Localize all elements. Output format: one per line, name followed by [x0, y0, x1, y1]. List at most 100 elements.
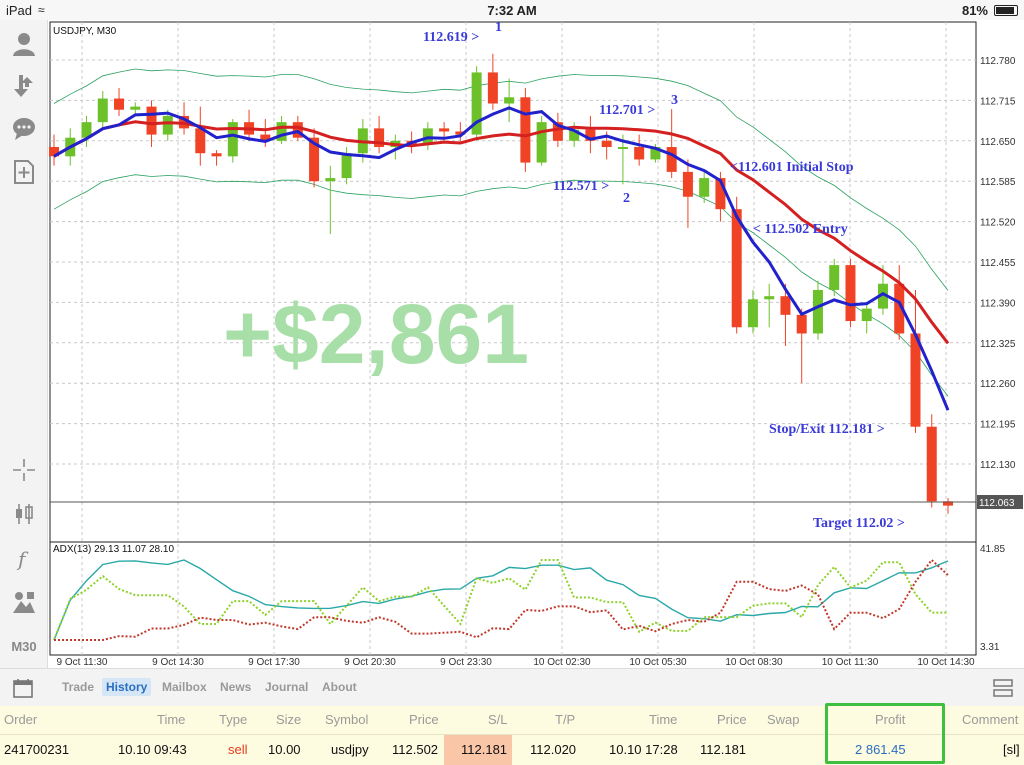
current-price-label: 112.063 [979, 498, 1015, 509]
candle [211, 150, 222, 166]
candle-body [780, 296, 791, 315]
candle [520, 87, 531, 172]
candle [666, 109, 677, 179]
candle [731, 196, 742, 334]
header-symbol[interactable]: Symbol [325, 712, 369, 727]
battery-icon [994, 5, 1018, 16]
objects-icon[interactable] [8, 586, 40, 618]
candle [812, 280, 823, 340]
header-time[interactable]: Time [157, 712, 186, 727]
candle-body [504, 97, 515, 104]
initial-stop-annotation: <112.601 Initial Stop [730, 160, 854, 175]
quotes-icon[interactable] [8, 70, 40, 102]
price-tick-label: 112.780 [980, 56, 1016, 67]
candle [487, 53, 498, 110]
clock: 7:32 AM [487, 3, 537, 18]
annotation-number-2: 2 [623, 191, 630, 206]
price-tick-label: 112.390 [980, 298, 1016, 309]
header-tp[interactable]: T/P [555, 712, 576, 727]
candle [276, 115, 287, 144]
tab-history[interactable]: History [102, 678, 152, 696]
chart-area[interactable]: +$2,861 112.063 USDJPY, M30 ADX(13) 29.1… [48, 20, 1024, 668]
tab-news[interactable]: News [220, 680, 252, 694]
candle [325, 165, 336, 235]
symbol-label: USDJPY, M30 [53, 26, 117, 37]
candle-body [211, 153, 222, 157]
candle-body [617, 147, 628, 150]
price-tick-label: 112.520 [980, 218, 1016, 229]
header-size[interactable]: Size [276, 712, 302, 727]
cell-size: 10.00 [268, 742, 301, 757]
price-tick-label: 112.650 [980, 137, 1016, 148]
tab-about[interactable]: About [322, 680, 357, 694]
header-order[interactable]: Order [4, 712, 38, 727]
crosshair-icon[interactable] [8, 454, 40, 486]
annotation-112619: 112.619 > [423, 30, 479, 45]
price-chart[interactable]: +$2,861 112.063 USDJPY, M30 ADX(13) 29.1… [48, 20, 1024, 668]
header-swap[interactable]: Swap [767, 712, 800, 727]
candle-body [292, 122, 303, 138]
cell-comment: [sl] [1003, 742, 1020, 757]
candle [747, 289, 758, 334]
header-profit[interactable]: Profit [875, 712, 906, 727]
adx-plus-di-line [53, 559, 948, 641]
calendar-icon[interactable] [12, 677, 34, 699]
price-tick-label: 112.715 [980, 96, 1016, 107]
cell-symbol: usdjpy [331, 742, 369, 757]
layout-icon[interactable] [992, 677, 1014, 699]
candle [195, 106, 206, 166]
header-type[interactable]: Type [219, 712, 248, 727]
candle [504, 78, 515, 123]
candle [780, 283, 791, 346]
candle-body [650, 147, 661, 160]
candle-body [97, 98, 108, 123]
timeframe-button[interactable]: M30 [11, 638, 37, 654]
time-tick-label: 9 Oct 23:30 [440, 657, 492, 668]
candle [926, 414, 937, 508]
chart-type-icon[interactable] [8, 498, 40, 530]
cell-sl: 112.181 [461, 742, 508, 757]
adx-min-label: 3.31 [980, 642, 1000, 653]
tab-trade[interactable]: Trade [62, 680, 95, 694]
new-order-icon[interactable] [8, 156, 40, 188]
candle-body [601, 140, 612, 148]
tab-journal[interactable]: Journal [265, 680, 309, 694]
cell-type: sell [228, 742, 248, 757]
candle-body [634, 147, 645, 160]
candle-body [943, 501, 953, 506]
candle [227, 119, 238, 163]
candle-body [422, 128, 433, 144]
header-close-time[interactable]: Time [649, 712, 678, 727]
target-annotation: Target 112.02 > [813, 516, 905, 531]
header-close-price[interactable]: Price [717, 712, 747, 727]
wifi-icon: ≈ [38, 3, 45, 17]
header-price[interactable]: Price [409, 712, 439, 727]
candle [910, 289, 921, 433]
candle [861, 302, 872, 334]
adx-main-line [53, 559, 949, 641]
header-comment[interactable]: Comment [962, 712, 1019, 727]
chat-icon[interactable] [8, 113, 40, 145]
price-tick-label: 112.455 [980, 258, 1016, 269]
svg-text:f: f [16, 547, 29, 571]
candle-body [114, 98, 125, 110]
annotation-112571: 112.571 > [553, 179, 609, 194]
time-tick-label: 9 Oct 20:30 [344, 657, 396, 668]
header-sl[interactable]: S/L [488, 712, 508, 727]
candle [162, 109, 173, 141]
candle [309, 128, 320, 188]
candle [97, 91, 108, 129]
indicators-icon[interactable]: f [8, 542, 40, 574]
cell-order[interactable]: 241700231 [4, 742, 70, 757]
account-icon[interactable] [8, 28, 40, 60]
candle [471, 66, 482, 141]
candle-body [130, 106, 141, 110]
candle-body [877, 283, 888, 309]
candle-body [146, 106, 157, 135]
candle-body [520, 97, 531, 163]
candle-body [845, 265, 856, 322]
tab-mailbox[interactable]: Mailbox [162, 680, 207, 694]
candle-body [227, 122, 238, 157]
candle-body [341, 153, 352, 179]
candle-body [260, 134, 271, 141]
